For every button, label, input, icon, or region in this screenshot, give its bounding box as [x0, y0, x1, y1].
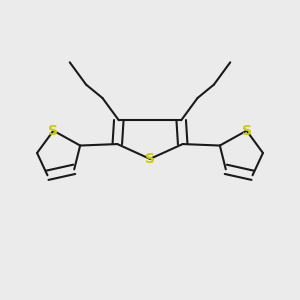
Text: S: S: [48, 124, 59, 138]
Text: S: S: [145, 152, 155, 166]
Text: S: S: [242, 124, 252, 138]
